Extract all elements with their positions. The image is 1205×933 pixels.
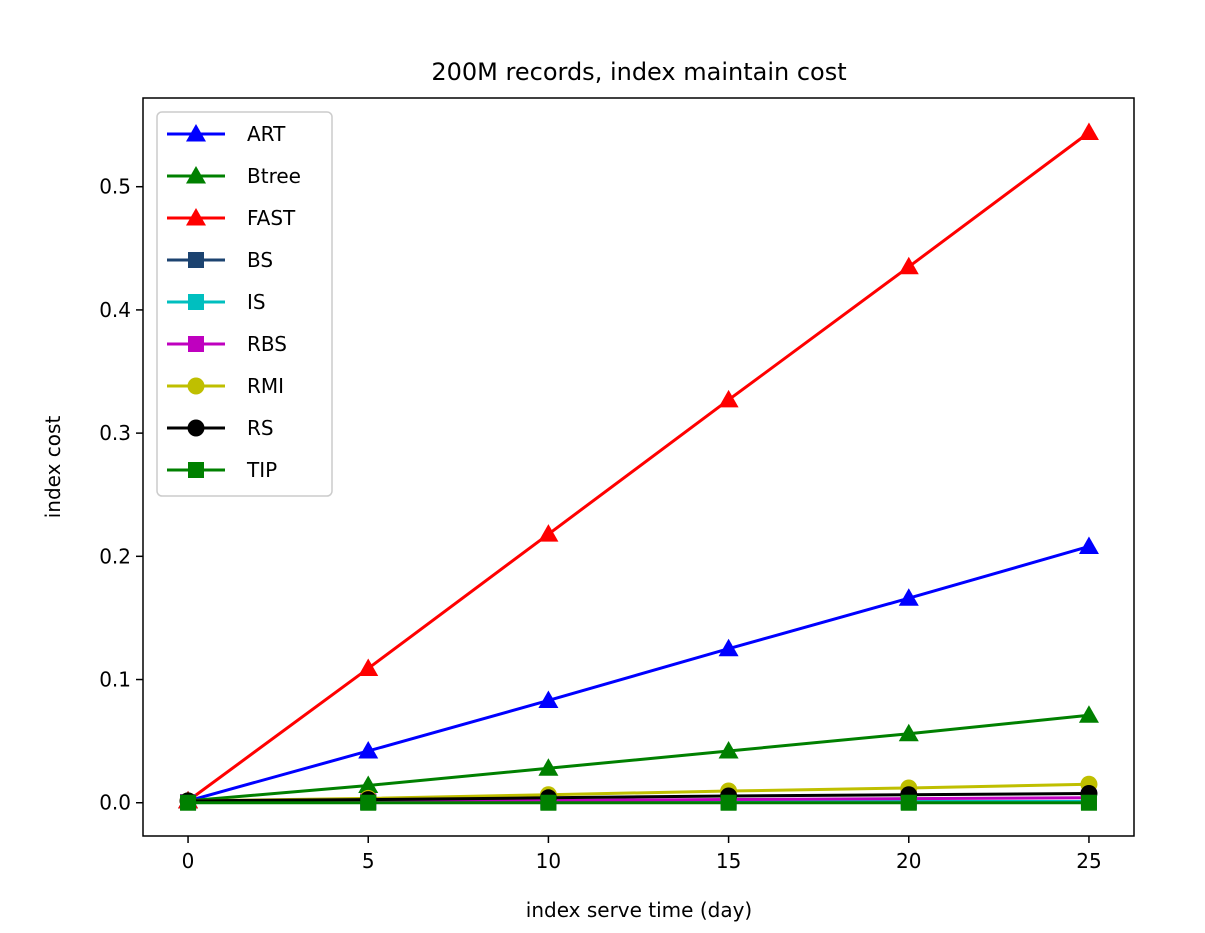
legend-item-rs: RS [167, 416, 274, 440]
y-tick-label: 0.0 [99, 791, 131, 815]
data-point-art [358, 740, 379, 759]
data-point-art [898, 588, 919, 606]
plot-area [178, 122, 1099, 811]
legend-box [156, 111, 333, 497]
legend-swatch-marker [188, 294, 204, 310]
data-point-tip [1080, 794, 1097, 811]
data-point-tip [180, 794, 197, 811]
series-line-art [187, 545, 1090, 803]
data-point-btree [718, 740, 739, 759]
legend-label: RMI [247, 374, 284, 398]
legend-label: IS [247, 290, 266, 314]
legend-swatch-marker [186, 124, 206, 142]
y-axis: 0.0 0.1 0.2 0.3 0.4 0.5 [99, 175, 143, 815]
legend-swatch-marker [186, 166, 206, 184]
legend-swatch-marker [187, 419, 205, 437]
legend-label: ART [247, 122, 286, 146]
legend-label: RBS [247, 332, 287, 356]
x-tick-label: 5 [362, 849, 375, 873]
chart-title: 200M records, index maintain cost [431, 58, 846, 86]
data-point-art [1078, 536, 1099, 554]
x-tick-label: 15 [716, 849, 741, 873]
legend-item-btree: Btree [167, 164, 301, 188]
data-point-fast [358, 658, 379, 676]
x-axis-label: index serve time (day) [526, 898, 752, 922]
data-point-fast [538, 524, 559, 542]
data-point-art [718, 638, 739, 657]
series-line-rs [188, 791, 1089, 803]
legend-item-bs: BS [167, 248, 273, 272]
legend-item-is: IS [167, 290, 266, 314]
plot-frame [142, 97, 1135, 837]
x-tick-label: 0 [182, 849, 195, 873]
data-point-tip [540, 794, 557, 811]
legend-item-tip: TIP [167, 458, 277, 482]
data-point-btree [538, 758, 559, 776]
legend-item-rmi: RMI [167, 374, 284, 398]
data-point-fast [898, 256, 919, 275]
legend-label: TIP [246, 458, 277, 482]
data-point-btree [898, 723, 919, 742]
y-tick-label: 0.2 [99, 544, 131, 568]
series-tip [180, 794, 1097, 811]
legend-swatch-marker [188, 252, 204, 268]
data-point-tip [720, 794, 737, 811]
series-line-btree [187, 713, 1090, 803]
legend-swatch-marker [186, 208, 206, 226]
data-point-tip [360, 794, 377, 811]
legend-label: Btree [247, 164, 301, 188]
legend-item-fast: FAST [167, 206, 296, 230]
legend-label: FAST [247, 206, 296, 230]
legend-item-art: ART [167, 122, 286, 146]
y-tick-label: 0.1 [99, 668, 131, 692]
legend-swatch-marker [187, 377, 205, 395]
data-point-art [538, 690, 559, 708]
legend-label: BS [247, 248, 273, 272]
data-point-fast [718, 389, 739, 408]
y-axis-label: index cost [41, 416, 65, 519]
y-tick-label: 0.4 [99, 298, 131, 322]
data-point-btree [1078, 705, 1099, 723]
legend-swatch-marker [188, 462, 204, 478]
legend-label: RS [247, 416, 274, 440]
x-tick-label: 25 [1076, 849, 1101, 873]
x-tick-label: 20 [896, 849, 921, 873]
legend: ART Btree FAST BS IS RBS RMI RS TIP [156, 111, 333, 497]
data-point-btree [358, 775, 379, 793]
data-point-fast [1078, 122, 1099, 140]
series-line-fast [187, 131, 1090, 803]
x-tick-label: 10 [536, 849, 561, 873]
legend-swatch-marker [188, 336, 204, 352]
legend-item-rbs: RBS [167, 332, 287, 356]
x-axis: 0 5 10 15 20 25 [182, 836, 1102, 873]
y-tick-label: 0.3 [99, 421, 131, 445]
data-point-tip [900, 794, 917, 811]
y-tick-label: 0.5 [99, 175, 131, 199]
